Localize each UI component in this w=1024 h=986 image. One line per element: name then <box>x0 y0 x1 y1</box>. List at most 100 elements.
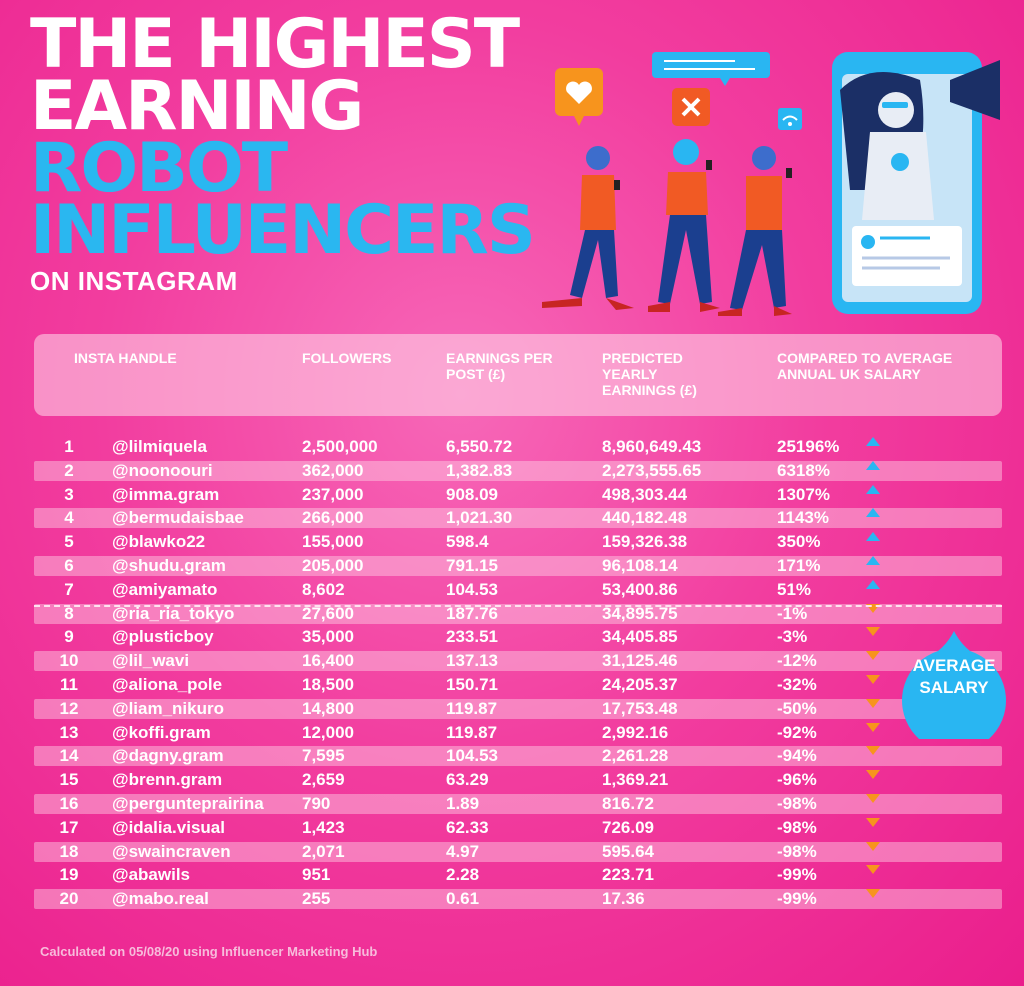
table-row: 11 @aliona_pole 18,500 150.71 24,205.37 -32% <box>34 674 1002 695</box>
earnings-per-post-cell: 150.71 <box>446 674 498 694</box>
down-arrow-icon <box>866 627 880 637</box>
down-arrow-icon <box>866 770 880 780</box>
down-arrow-icon <box>866 722 880 732</box>
up-arrow-icon <box>866 460 880 470</box>
table-body: 1 @lilmiquela 2,500,000 6,550.72 8,960,649.4… <box>34 437 1002 913</box>
yearly-earnings-cell: 31,125.46 <box>602 651 678 671</box>
yearly-earnings-cell: 1,369.21 <box>602 770 669 790</box>
followers-cell: 35,000 <box>302 627 354 647</box>
followers-cell: 27,600 <box>302 603 354 623</box>
up-arrow-icon <box>866 555 880 565</box>
earnings-per-post-cell: 1.89 <box>446 793 480 813</box>
rank-cell: 20 <box>59 889 79 909</box>
down-arrow-icon <box>866 817 880 827</box>
yearly-earnings-cell: 440,182.48 <box>602 508 688 528</box>
yearly-earnings-cell: 34,405.85 <box>602 627 678 647</box>
earnings-per-post-cell: 1,021.30 <box>446 508 513 528</box>
table-row: 20 @mabo.real 255 0.61 17.36 -99% <box>34 889 1002 910</box>
table-row: 14 @dagny.gram 7,595 104.53 2,261.28 -94% <box>34 746 1002 767</box>
handle-cell: @bermudaisbae <box>112 508 244 528</box>
yearly-earnings-cell: 2,273,555.65 <box>602 460 702 480</box>
yearly-earnings-cell: 96,108.14 <box>602 555 678 575</box>
message-icon <box>652 52 770 86</box>
compared-cell: -98% <box>777 793 817 813</box>
yearly-earnings-cell: 53,400.86 <box>602 579 678 599</box>
earnings-per-post-cell: 233.51 <box>446 627 498 647</box>
handle-cell: @abawils <box>112 865 190 885</box>
handle-cell: @blawko22 <box>112 532 206 552</box>
compared-cell: -92% <box>777 722 817 742</box>
table-row: 4 @bermudaisbae 266,000 1,021.30 440,182.48 1… <box>34 508 1002 529</box>
close-icon <box>672 88 710 126</box>
down-arrow-icon <box>866 865 880 875</box>
col-header-earnings-per-post: EARNINGS PER POST (£) <box>446 350 553 382</box>
rank-cell: 8 <box>64 603 74 623</box>
down-arrow-icon <box>866 746 880 756</box>
compared-cell: -94% <box>777 746 817 766</box>
yearly-earnings-cell: 498,303.44 <box>602 484 688 504</box>
table-header: INSTA HANDLE FOLLOWERS EARNINGS PER POST… <box>34 334 1002 416</box>
earnings-per-post-cell: 2.28 <box>446 865 480 885</box>
earnings-per-post-cell: 119.87 <box>446 722 498 742</box>
compared-cell: -98% <box>777 817 817 837</box>
title-subtitle: ON INSTAGRAM <box>30 266 238 296</box>
down-arrow-icon <box>866 603 880 613</box>
followers-cell: 2,500,000 <box>302 437 378 456</box>
followers-cell: 205,000 <box>302 555 364 575</box>
followers-cell: 8,602 <box>302 579 345 599</box>
average-salary-badge <box>902 631 1006 739</box>
followers-cell: 18,500 <box>302 674 354 694</box>
person-with-phone <box>648 139 720 312</box>
table-row: 9 @plusticboy 35,000 233.51 34,405.85 -3% <box>34 627 1002 647</box>
rank-cell: 2 <box>64 460 74 480</box>
yearly-earnings-cell: 223.71 <box>602 865 654 885</box>
followers-cell: 255 <box>302 889 331 909</box>
handle-cell: @liam_nikuro <box>112 698 224 718</box>
yearly-earnings-cell: 816.72 <box>602 793 654 813</box>
earnings-per-post-cell: 137.13 <box>446 651 498 671</box>
handle-cell: @lilmiquela <box>112 437 207 456</box>
earnings-per-post-cell: 104.53 <box>446 746 498 766</box>
yearly-earnings-cell: 17,753.48 <box>602 698 678 718</box>
earnings-per-post-cell: 104.53 <box>446 579 498 599</box>
yearly-earnings-cell: 726.09 <box>602 817 654 837</box>
handle-cell: @koffi.gram <box>112 722 211 742</box>
handle-cell: @dagny.gram <box>112 746 224 766</box>
yearly-earnings-cell: 2,261.28 <box>602 746 669 766</box>
compared-cell: 171% <box>777 555 821 575</box>
rank-cell: 18 <box>59 841 79 861</box>
yearly-earnings-cell: 159,326.38 <box>602 532 688 552</box>
table-row: 2 @noonoouri 362,000 1,382.83 2,273,555.65 63… <box>34 460 1002 481</box>
person-with-phone <box>542 146 634 310</box>
table-row: 6 @shudu.gram 205,000 791.15 96,108.14 171% <box>34 555 1002 576</box>
title-line-2: EARNING <box>30 67 364 146</box>
wifi-icon <box>778 108 802 130</box>
down-arrow-icon <box>866 698 880 708</box>
compared-cell: 25196% <box>777 437 840 456</box>
compared-cell: -3% <box>777 627 808 647</box>
handle-cell: @brenn.gram <box>112 770 223 790</box>
heart-icon <box>555 68 603 126</box>
followers-cell: 362,000 <box>302 460 364 480</box>
earnings-per-post-cell: 1,382.83 <box>446 460 513 480</box>
table-row: 3 @imma.gram 237,000 908.09 498,303.44 1307% <box>34 484 1002 505</box>
compared-cell: -50% <box>777 698 817 718</box>
compared-cell: 6318% <box>777 460 830 480</box>
followers-cell: 16,400 <box>302 651 354 671</box>
rank-cell: 6 <box>64 555 74 575</box>
earnings-per-post-cell: 908.09 <box>446 484 498 504</box>
col-header-handle: INSTA HANDLE <box>74 350 177 366</box>
col-header-yearly-earnings: PREDICTED YEARLY EARNINGS (£) <box>602 350 697 398</box>
down-arrow-icon <box>866 793 880 803</box>
rank-cell: 7 <box>64 579 74 599</box>
table-row: 10 @lil_wavi 16,400 137.13 31,125.46 -12% <box>34 651 1002 672</box>
followers-cell: 1,423 <box>302 817 345 837</box>
average-salary-label: AVERAGE SALARY <box>912 656 996 697</box>
earnings-per-post-cell: 62.33 <box>446 817 489 837</box>
followers-cell: 790 <box>302 793 331 813</box>
compared-cell: 1307% <box>777 484 830 504</box>
rank-cell: 5 <box>64 532 74 552</box>
rank-cell: 16 <box>59 793 79 813</box>
handle-cell: @lil_wavi <box>112 651 190 671</box>
handle-cell: @ria_ria_tokyo <box>112 603 235 623</box>
